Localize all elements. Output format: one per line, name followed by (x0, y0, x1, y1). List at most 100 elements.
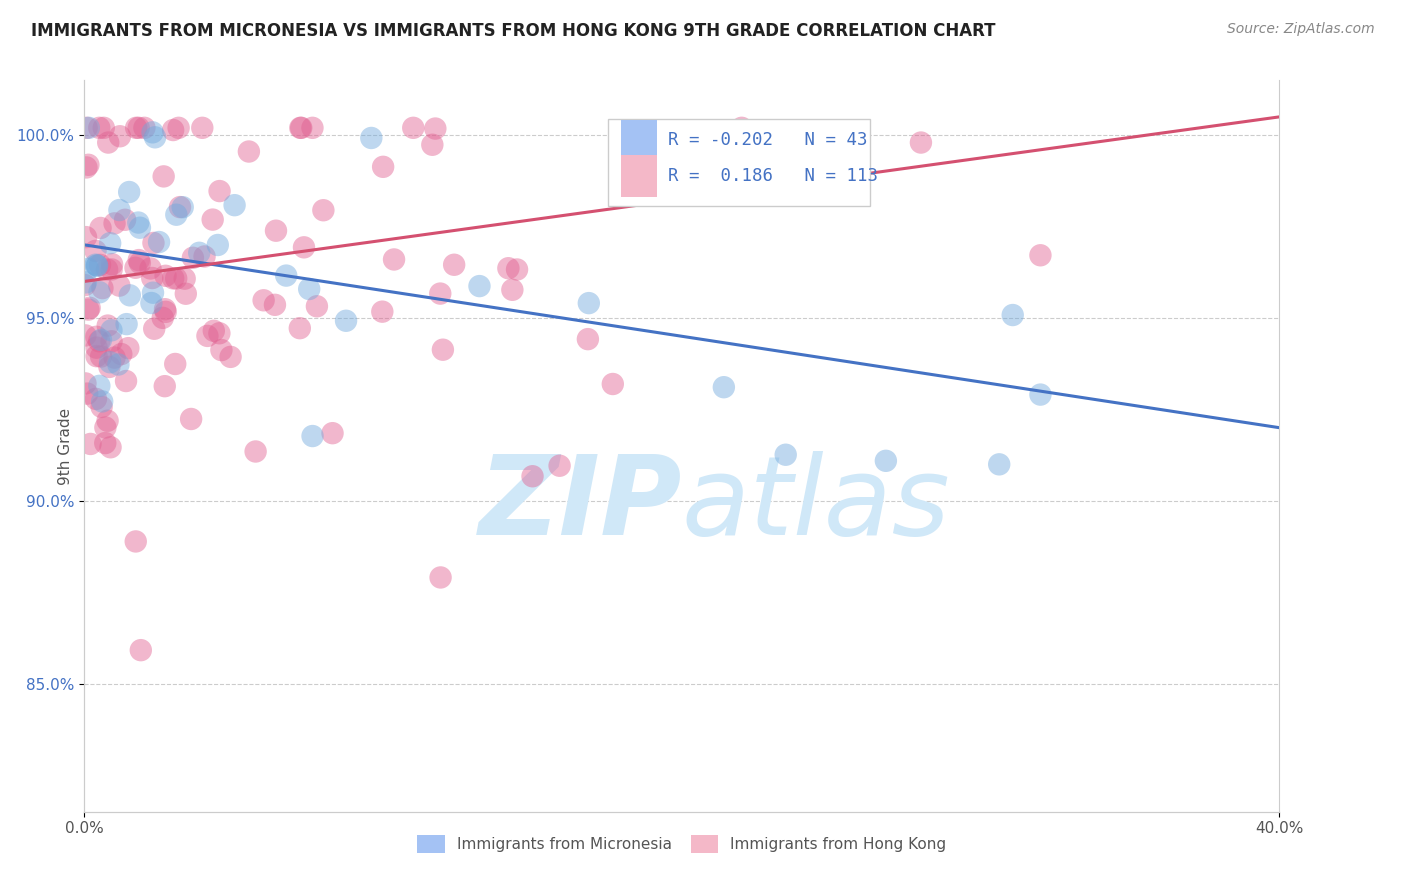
Point (155, 268, 177, 283)
Point (100, 262, 122, 277)
Point (75, 230, 97, 244)
Point (114, 212, 136, 227)
Point (162, 123, 184, 137)
Point (290, 120, 312, 135)
Point (506, 262, 529, 277)
Point (775, 448, 797, 462)
Point (305, 299, 328, 313)
Point (100, 334, 122, 349)
Point (245, 444, 267, 458)
Point (988, 458, 1011, 472)
Point (127, 215, 149, 229)
Point (86, 341, 108, 355)
Point (90, 350, 112, 364)
Point (432, 343, 454, 357)
Point (152, 310, 174, 325)
Point (73, 278, 96, 293)
Point (79, 437, 101, 451)
Point (142, 235, 165, 250)
Point (382, 252, 405, 267)
Point (94, 436, 117, 450)
Point (208, 184, 231, 198)
Point (129, 643, 152, 657)
Point (713, 380, 735, 394)
Point (910, 136, 932, 150)
Point (429, 286, 451, 301)
Point (75, 161, 97, 175)
Point (98, 236, 121, 251)
Point (201, 212, 224, 227)
Point (174, 286, 197, 301)
Point (128, 256, 150, 270)
Point (98, 359, 121, 374)
Text: R =  0.186   N = 113: R = 0.186 N = 113 (668, 167, 877, 186)
Point (141, 296, 163, 310)
Point (97, 136, 120, 150)
FancyBboxPatch shape (621, 155, 657, 196)
Point (77, 158, 100, 172)
Point (191, 120, 214, 135)
Point (77, 261, 100, 276)
Point (115, 374, 138, 388)
Point (75, 276, 97, 290)
Point (90, 400, 112, 414)
Point (312, 203, 335, 218)
Point (188, 245, 211, 260)
Point (264, 298, 287, 312)
Point (118, 288, 141, 302)
Point (76, 386, 98, 401)
Point (602, 376, 624, 391)
Point (548, 458, 571, 473)
Point (90, 333, 112, 347)
Point (162, 271, 184, 285)
Point (301, 120, 323, 135)
Point (238, 145, 260, 159)
Point (86, 259, 108, 273)
Point (103, 351, 125, 365)
Point (108, 278, 131, 293)
Point (202, 324, 225, 338)
Point (224, 198, 246, 212)
Point (288, 321, 311, 335)
Point (301, 429, 323, 443)
Point (468, 279, 491, 293)
Point (1001, 308, 1024, 322)
Point (420, 137, 443, 152)
Point (165, 271, 187, 285)
Point (875, 454, 897, 468)
Point (101, 257, 124, 271)
Point (110, 347, 132, 361)
Point (91, 394, 114, 409)
Text: ZIP: ZIP (478, 451, 682, 558)
Point (322, 426, 344, 441)
Point (253, 293, 276, 308)
Point (77, 302, 100, 317)
Point (117, 341, 139, 355)
Point (172, 200, 194, 214)
Point (89, 120, 111, 135)
Point (169, 200, 191, 214)
Point (181, 251, 204, 265)
Text: IMMIGRANTS FROM MICRONESIA VS IMMIGRANTS FROM HONG KONG 9TH GRADE CORRELATION CH: IMMIGRANTS FROM MICRONESIA VS IMMIGRANTS… (31, 22, 995, 40)
Point (139, 261, 162, 276)
Point (1029, 387, 1052, 401)
Legend: Immigrants from Micronesia, Immigrants from Hong Kong: Immigrants from Micronesia, Immigrants f… (412, 829, 952, 859)
Point (125, 120, 148, 135)
Y-axis label: 9th Grade: 9th Grade (58, 408, 73, 484)
Point (578, 296, 600, 310)
Point (153, 379, 176, 393)
Point (91, 281, 114, 295)
Point (98, 355, 121, 369)
Point (100, 323, 122, 337)
Text: R = -0.202   N = 43: R = -0.202 N = 43 (668, 131, 868, 149)
Point (96, 262, 118, 277)
Point (167, 120, 190, 135)
Point (576, 332, 599, 346)
Point (118, 185, 141, 199)
Point (141, 271, 163, 285)
Point (443, 258, 465, 272)
Point (193, 250, 215, 264)
Point (264, 224, 287, 238)
Point (360, 131, 382, 145)
Point (89, 334, 111, 349)
